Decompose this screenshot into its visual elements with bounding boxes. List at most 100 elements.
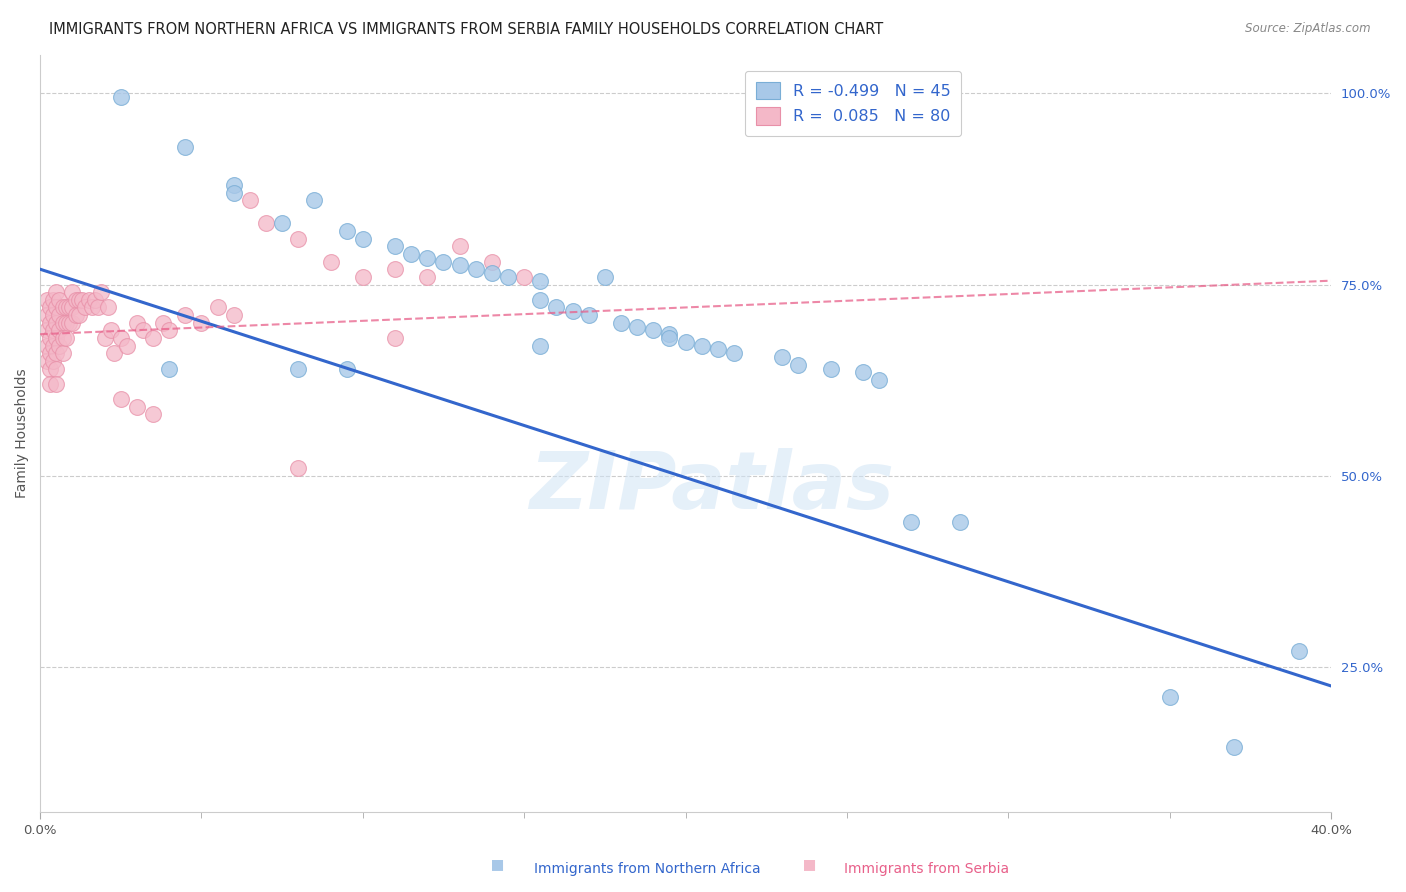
Point (38, 331, 60, 345)
Text: ▪: ▪ (491, 855, 505, 874)
Point (352, 269, 374, 284)
Point (770, 350, 793, 364)
Point (38, 316, 60, 330)
Point (287, 361, 309, 376)
Point (70, 293, 93, 307)
Point (449, 259, 471, 273)
Point (868, 373, 890, 387)
Text: ▪: ▪ (803, 855, 817, 874)
Point (48, 293, 70, 307)
Point (949, 515, 972, 529)
Point (77, 293, 100, 307)
Point (48, 308, 70, 322)
Point (125, 316, 148, 330)
Point (45, 285, 67, 300)
Point (222, 308, 245, 322)
Point (658, 327, 681, 342)
Point (87, 301, 110, 315)
Point (610, 316, 633, 330)
Point (207, 301, 229, 315)
Legend: R = -0.499   N = 45, R =  0.085   N = 80: R = -0.499 N = 45, R = 0.085 N = 80 (745, 70, 962, 136)
Point (42, 354, 65, 368)
Point (416, 251, 439, 265)
Point (174, 140, 197, 154)
Point (67, 308, 90, 322)
Point (42, 339, 65, 353)
Point (55, 331, 77, 345)
Point (93, 331, 115, 345)
Point (384, 331, 406, 345)
Point (336, 361, 359, 376)
Point (513, 269, 536, 284)
Point (65, 308, 87, 322)
Point (45, 316, 67, 330)
Point (254, 216, 277, 230)
Point (52, 301, 75, 315)
Point (222, 186, 245, 200)
Point (52, 346, 75, 360)
Text: Immigrants from Serbia: Immigrants from Serbia (844, 862, 1008, 876)
Point (416, 269, 439, 284)
Point (1159, 690, 1181, 705)
Point (52, 316, 75, 330)
Point (304, 194, 326, 208)
Point (561, 304, 583, 318)
Point (60, 301, 83, 315)
Point (115, 339, 138, 353)
Point (529, 293, 551, 307)
Point (352, 232, 374, 246)
Point (432, 254, 454, 268)
Point (643, 323, 665, 337)
Point (900, 515, 922, 529)
Point (35, 308, 58, 322)
Point (45, 301, 67, 315)
Point (1223, 740, 1246, 755)
Point (58, 316, 80, 330)
Point (239, 194, 262, 208)
Point (45, 376, 67, 391)
Point (67, 293, 90, 307)
Point (152, 316, 174, 330)
Point (578, 308, 600, 322)
Point (48, 339, 70, 353)
Point (132, 323, 155, 337)
Text: IMMIGRANTS FROM NORTHERN AFRICA VS IMMIGRANTS FROM SERBIA FAMILY HOUSEHOLDS CORR: IMMIGRANTS FROM NORTHERN AFRICA VS IMMIG… (49, 22, 883, 37)
Point (336, 224, 359, 238)
Point (38, 346, 60, 360)
Point (464, 262, 486, 277)
Point (658, 331, 681, 345)
Point (593, 269, 616, 284)
Point (100, 323, 122, 337)
Point (287, 232, 309, 246)
Point (45, 346, 67, 360)
Point (97, 301, 120, 315)
Point (675, 334, 697, 349)
Point (42, 293, 65, 307)
Point (125, 400, 148, 414)
Point (723, 346, 745, 360)
Point (60, 316, 83, 330)
Point (399, 247, 422, 261)
Point (820, 361, 842, 376)
Point (35, 354, 58, 368)
Point (481, 266, 503, 280)
Point (75, 301, 97, 315)
Point (690, 339, 713, 353)
Point (449, 239, 471, 253)
Point (60, 285, 83, 300)
Point (45, 331, 67, 345)
Point (42, 323, 65, 337)
Point (55, 301, 77, 315)
Point (1288, 644, 1310, 658)
Point (84, 293, 107, 307)
Point (38, 376, 60, 391)
Point (110, 331, 132, 345)
Point (35, 339, 58, 353)
Point (110, 90, 132, 104)
Point (35, 293, 58, 307)
Point (80, 301, 103, 315)
Point (58, 301, 80, 315)
Point (48, 323, 70, 337)
Point (190, 316, 212, 330)
Point (157, 361, 180, 376)
